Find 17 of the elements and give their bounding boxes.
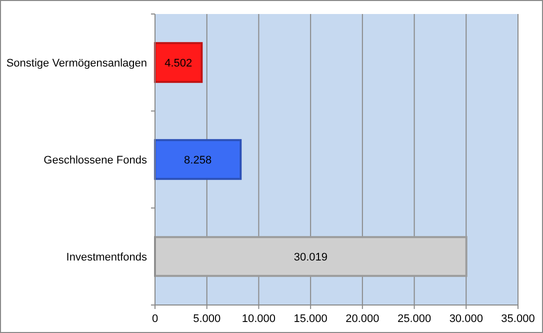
x-tick-label: 25.000 bbox=[397, 313, 432, 325]
bar bbox=[154, 139, 242, 180]
bar bbox=[154, 236, 468, 277]
bar bbox=[154, 42, 203, 83]
x-tick-label: 10.000 bbox=[242, 313, 276, 325]
x-tick-label: 0 bbox=[152, 313, 158, 325]
data-label: 30.019 bbox=[294, 251, 328, 264]
data-label: 4.502 bbox=[164, 57, 192, 70]
data-label: 8.258 bbox=[184, 154, 212, 166]
x-tick-label: 30.000 bbox=[449, 313, 483, 325]
y-tick-label: Geschlossene Fonds bbox=[44, 154, 148, 166]
x-tick-label: 35.000 bbox=[501, 313, 535, 325]
x-tick-label: 5.000 bbox=[193, 313, 221, 325]
x-tick-label: 15.000 bbox=[294, 313, 328, 325]
x-tick-label: 20.000 bbox=[346, 313, 380, 325]
y-tick-label: Sonstige Vermögensanlagen bbox=[6, 57, 147, 70]
y-tick-label: Investmentfonds bbox=[66, 251, 148, 264]
